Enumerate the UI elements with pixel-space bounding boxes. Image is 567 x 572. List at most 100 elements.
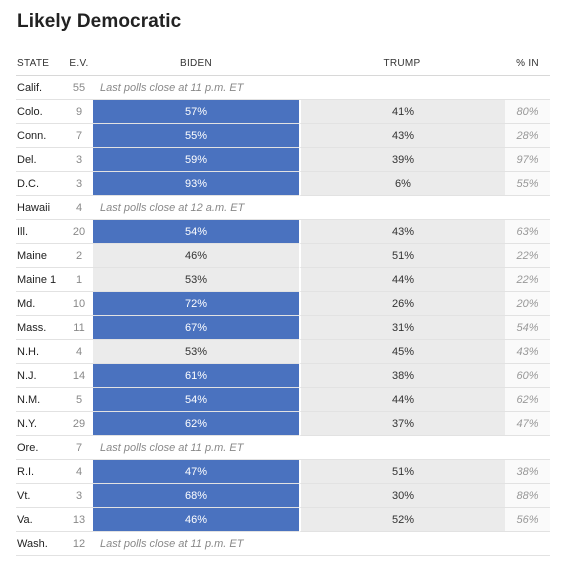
- state-name: Md.: [16, 292, 65, 316]
- biden-share: 46%: [93, 244, 299, 268]
- table-row[interactable]: Colo. 9 57% 41% 80%: [16, 100, 550, 124]
- state-name: Conn.: [16, 124, 65, 148]
- electoral-votes: 55: [65, 76, 93, 100]
- biden-share: 53%: [93, 268, 299, 292]
- electoral-votes: 4: [65, 460, 93, 484]
- biden-share: 62%: [93, 412, 299, 436]
- electoral-votes: 5: [65, 388, 93, 412]
- table-row[interactable]: Ore. 7 Last polls close at 11 p.m. ET: [16, 436, 550, 460]
- header-row: STATE E.V. BIDEN TRUMP % IN: [16, 51, 550, 76]
- trump-share: 30%: [299, 484, 505, 508]
- trump-share: 41%: [299, 100, 505, 124]
- percent-reporting: 80%: [505, 100, 550, 124]
- state-name: Va.: [16, 508, 65, 532]
- table-row[interactable]: R.I. 4 47% 51% 38%: [16, 460, 550, 484]
- table-row[interactable]: Conn. 7 55% 43% 28%: [16, 124, 550, 148]
- poll-closing-note: Last polls close at 12 a.m. ET: [93, 196, 550, 220]
- electoral-votes: 9: [65, 100, 93, 124]
- electoral-votes: 4: [65, 196, 93, 220]
- trump-share: 37%: [299, 412, 505, 436]
- electoral-votes: 13: [65, 508, 93, 532]
- poll-closing-note: Last polls close at 11 p.m. ET: [93, 76, 550, 100]
- state-name: N.J.: [16, 364, 65, 388]
- percent-reporting: 43%: [505, 340, 550, 364]
- percent-reporting: 28%: [505, 124, 550, 148]
- electoral-votes: 4: [65, 340, 93, 364]
- state-name: Vt.: [16, 484, 65, 508]
- column-header-biden: BIDEN: [93, 51, 299, 76]
- state-name: Ill.: [16, 220, 65, 244]
- biden-share: 67%: [93, 316, 299, 340]
- table-row[interactable]: Maine 1 1 53% 44% 22%: [16, 268, 550, 292]
- column-header-trump: TRUMP: [299, 51, 505, 76]
- electoral-votes: 3: [65, 484, 93, 508]
- biden-share: 54%: [93, 388, 299, 412]
- percent-reporting: 20%: [505, 292, 550, 316]
- table-row[interactable]: Maine 2 46% 51% 22%: [16, 244, 550, 268]
- table-row[interactable]: N.H. 4 53% 45% 43%: [16, 340, 550, 364]
- table-row[interactable]: Hawaii 4 Last polls close at 12 a.m. ET: [16, 196, 550, 220]
- biden-share: 61%: [93, 364, 299, 388]
- results-table: STATE E.V. BIDEN TRUMP % IN Calif. 55 Last…: [16, 51, 550, 556]
- electoral-votes: 3: [65, 172, 93, 196]
- state-name: Ore.: [16, 436, 65, 460]
- electoral-votes: 10: [65, 292, 93, 316]
- table-row[interactable]: Md. 10 72% 26% 20%: [16, 292, 550, 316]
- percent-reporting: 63%: [505, 220, 550, 244]
- trump-share: 51%: [299, 460, 505, 484]
- state-name: Calif.: [16, 76, 65, 100]
- state-name: Maine: [16, 244, 65, 268]
- trump-share: 38%: [299, 364, 505, 388]
- trump-share: 44%: [299, 268, 505, 292]
- biden-share: 54%: [93, 220, 299, 244]
- electoral-votes: 7: [65, 436, 93, 460]
- state-name: D.C.: [16, 172, 65, 196]
- biden-share: 47%: [93, 460, 299, 484]
- trump-share: 44%: [299, 388, 505, 412]
- state-name: Del.: [16, 148, 65, 172]
- table-row[interactable]: Del. 3 59% 39% 97%: [16, 148, 550, 172]
- state-name: Mass.: [16, 316, 65, 340]
- column-header-state: STATE: [16, 51, 65, 76]
- state-name: N.H.: [16, 340, 65, 364]
- table-row[interactable]: N.M. 5 54% 44% 62%: [16, 388, 550, 412]
- table-row[interactable]: Calif. 55 Last polls close at 11 p.m. ET: [16, 76, 550, 100]
- table-row[interactable]: Wash. 12 Last polls close at 11 p.m. ET: [16, 532, 550, 556]
- biden-share: 93%: [93, 172, 299, 196]
- table-row[interactable]: Va. 13 46% 52% 56%: [16, 508, 550, 532]
- table-row[interactable]: D.C. 3 93% 6% 55%: [16, 172, 550, 196]
- table-row[interactable]: N.Y. 29 62% 37% 47%: [16, 412, 550, 436]
- biden-share: 72%: [93, 292, 299, 316]
- electoral-votes: 11: [65, 316, 93, 340]
- trump-share: 51%: [299, 244, 505, 268]
- percent-reporting: 47%: [505, 412, 550, 436]
- electoral-votes: 2: [65, 244, 93, 268]
- electoral-votes: 29: [65, 412, 93, 436]
- state-name: Maine 1: [16, 268, 65, 292]
- table-row[interactable]: Ill. 20 54% 43% 63%: [16, 220, 550, 244]
- table-row[interactable]: N.J. 14 61% 38% 60%: [16, 364, 550, 388]
- percent-reporting: 38%: [505, 460, 550, 484]
- percent-reporting: 55%: [505, 172, 550, 196]
- trump-share: 26%: [299, 292, 505, 316]
- trump-share: 6%: [299, 172, 505, 196]
- state-name: R.I.: [16, 460, 65, 484]
- column-header-pct-in: % IN: [505, 51, 550, 76]
- state-name: Wash.: [16, 532, 65, 556]
- biden-share: 68%: [93, 484, 299, 508]
- biden-share: 55%: [93, 124, 299, 148]
- poll-closing-note: Last polls close at 11 p.m. ET: [93, 436, 550, 460]
- poll-closing-note: Last polls close at 11 p.m. ET: [93, 532, 550, 556]
- percent-reporting: 62%: [505, 388, 550, 412]
- biden-share: 46%: [93, 508, 299, 532]
- electoral-votes: 3: [65, 148, 93, 172]
- table-row[interactable]: Mass. 11 67% 31% 54%: [16, 316, 550, 340]
- biden-share: 53%: [93, 340, 299, 364]
- table-row[interactable]: Vt. 3 68% 30% 88%: [16, 484, 550, 508]
- electoral-votes: 1: [65, 268, 93, 292]
- biden-share: 59%: [93, 148, 299, 172]
- trump-share: 45%: [299, 340, 505, 364]
- percent-reporting: 54%: [505, 316, 550, 340]
- electoral-votes: 20: [65, 220, 93, 244]
- column-header-ev: E.V.: [65, 51, 93, 76]
